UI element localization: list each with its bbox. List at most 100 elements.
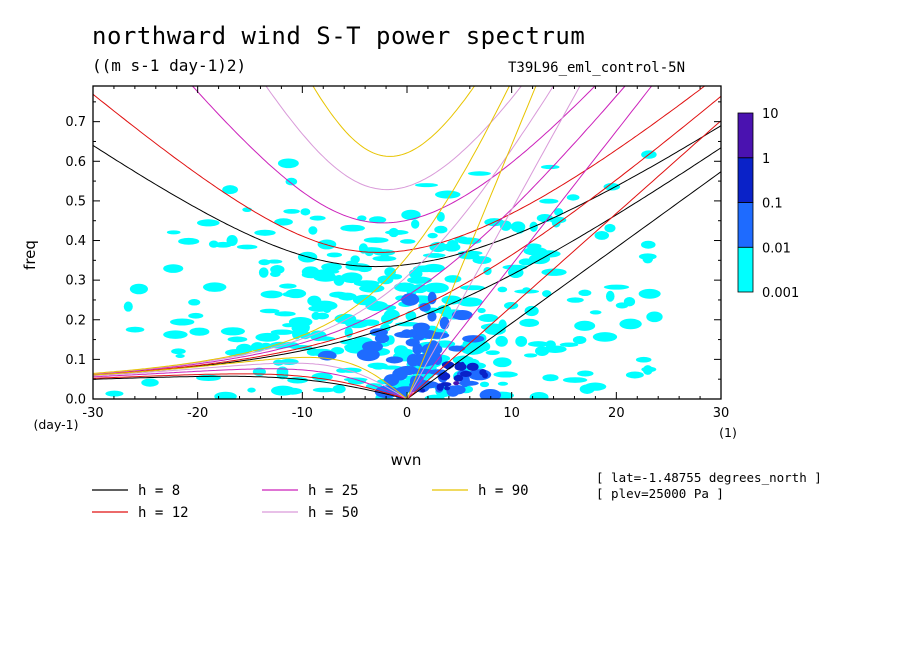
power-level-0 [519, 318, 540, 327]
power-level-0 [247, 387, 256, 393]
power-level-0 [163, 330, 188, 339]
colorbar-label: 10 [762, 107, 779, 122]
power-level-0 [260, 290, 283, 299]
power-level-0 [326, 252, 343, 258]
power-level-0 [640, 240, 656, 249]
legend-label: h = 12 [138, 505, 189, 521]
power-level-0 [321, 262, 342, 272]
power-level-0 [333, 275, 345, 286]
power-level-0 [350, 255, 360, 264]
power-level-0 [514, 289, 540, 294]
power-level-0 [383, 309, 400, 321]
power-level-0 [222, 185, 239, 195]
power-level-0 [208, 240, 219, 248]
power-level-1 [401, 329, 413, 338]
power-level-0 [457, 297, 483, 307]
power-level-0 [529, 392, 549, 399]
power-level-0 [274, 311, 296, 317]
power-level-0 [327, 272, 336, 281]
power-level-0 [497, 381, 509, 386]
rossby-curve-h25 [93, 368, 408, 399]
rossby-curve-h90 [93, 356, 408, 399]
power-level-0 [401, 209, 421, 220]
power-level-0 [478, 314, 499, 322]
power-level-0 [594, 230, 610, 240]
power-level-0 [311, 372, 333, 381]
power-level-0 [163, 264, 184, 273]
power-level-1 [479, 388, 502, 399]
power-level-1 [419, 302, 431, 312]
power-level-0 [493, 357, 512, 368]
power-level-0 [447, 239, 459, 247]
kelvin-curve-h25 [406, 86, 653, 399]
power-level-0 [308, 226, 318, 235]
power-level-0 [340, 224, 366, 232]
power-level-0 [603, 183, 621, 191]
power-level-1 [421, 343, 443, 356]
mrg-curve-h12 [93, 95, 721, 376]
power-level-0 [641, 366, 657, 373]
power-level-0 [189, 327, 210, 336]
power-level-1 [427, 291, 437, 305]
power-level-2 [460, 370, 472, 377]
power-level-0 [604, 223, 616, 233]
power-level-0 [203, 282, 227, 292]
power-level-0 [171, 348, 186, 355]
power-level-0 [460, 285, 485, 291]
legend-label: h = 25 [308, 483, 359, 499]
power-level-0 [300, 208, 311, 216]
power-level-0 [574, 320, 596, 331]
power-level-0 [340, 272, 363, 284]
metadata-latitude: [ lat=-1.48755 degrees_north ] [596, 470, 822, 485]
y-tick-label: 0.0 [65, 393, 86, 408]
power-level-0 [129, 283, 148, 295]
power-level-0 [214, 391, 237, 399]
power-level-0 [339, 339, 360, 345]
power-level-0 [479, 381, 490, 388]
power-level-0 [635, 356, 652, 363]
power-level-0 [592, 332, 618, 342]
power-level-0 [414, 183, 439, 188]
colorbar-segment [737, 202, 754, 248]
power-level-2 [438, 372, 451, 381]
ig-curve-h12 [93, 86, 706, 253]
x-axis-title: wvn [391, 451, 422, 469]
y-tick-label: 0.5 [65, 194, 86, 209]
power-level-0 [377, 275, 394, 285]
power-level-0 [227, 336, 248, 343]
power-level-0 [175, 353, 185, 359]
metadata-pressure-level: [ plev=25000 Pa ] [596, 486, 724, 501]
power-level-0 [477, 308, 486, 314]
power-level-0 [283, 208, 300, 214]
dispersion-curves [93, 86, 721, 399]
power-level-0 [551, 218, 561, 228]
power-level-2 [440, 382, 452, 387]
power-level-0 [306, 348, 320, 356]
kelvin-curve-h50 [406, 86, 581, 399]
power-level-0 [559, 342, 579, 347]
power-level-0 [523, 353, 538, 358]
power-level-0 [578, 289, 592, 297]
power-level-0 [444, 275, 462, 283]
power-level-0 [393, 282, 416, 292]
power-level-0 [589, 310, 602, 315]
power-level-0 [274, 218, 293, 226]
power-level-1 [356, 348, 380, 362]
power-level-1 [425, 332, 450, 339]
x-tick-label: -10 [292, 406, 313, 421]
power-level-0 [542, 374, 559, 382]
power-level-0 [105, 390, 124, 397]
power-level-0 [332, 384, 346, 394]
power-level-0 [623, 296, 636, 307]
power-level-0 [405, 310, 417, 321]
power-level-1 [383, 374, 400, 387]
power-level-0 [566, 194, 580, 201]
power-level-0 [427, 232, 438, 239]
y-axis-units: (day-1) [34, 417, 79, 432]
ig-curve-h8 [93, 125, 721, 268]
power-field [105, 150, 663, 399]
power-level-0 [493, 371, 518, 378]
mrg-curve-h90 [93, 86, 510, 374]
power-level-0 [312, 387, 336, 393]
